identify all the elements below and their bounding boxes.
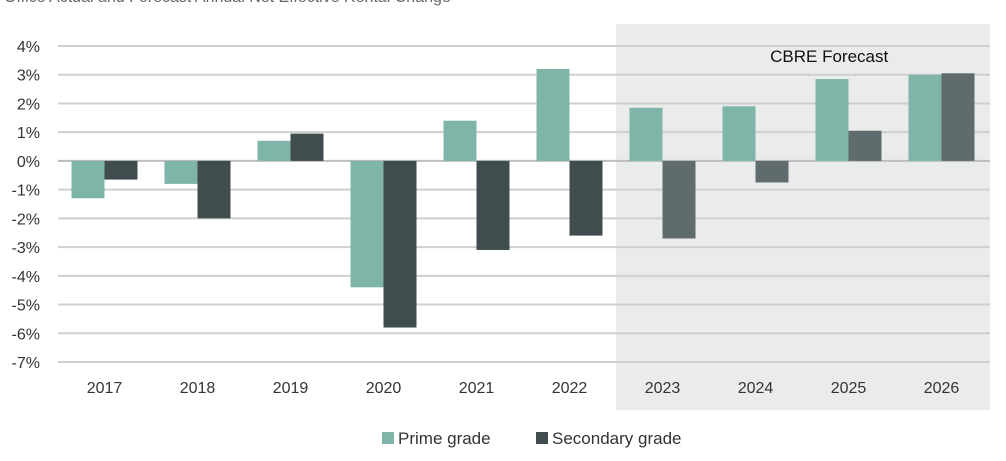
forecast-label: CBRE Forecast: [770, 47, 888, 66]
legend-item-secondary-label: Secondary grade: [552, 429, 681, 448]
x-tick-label: 2023: [645, 380, 681, 397]
legend-item-prime-label: Prime grade: [398, 429, 491, 448]
bar-prime-2021: [443, 120, 477, 161]
bar-secondary-2024: [755, 160, 789, 183]
bar-prime-2025: [815, 79, 849, 161]
legend-item-secondary-swatch: [536, 432, 548, 444]
x-tick-label: 2022: [552, 380, 588, 397]
bar-prime-2024: [722, 106, 756, 161]
x-tick-label: 2020: [366, 380, 402, 397]
x-tick-label: 2026: [924, 380, 960, 397]
y-tick-label: -2%: [12, 211, 40, 228]
y-tick-label: -5%: [12, 298, 40, 315]
bar-secondary-2023: [662, 160, 696, 239]
x-tick-label: 2025: [831, 380, 867, 397]
bar-secondary-2026: [941, 73, 975, 161]
legend-item-prime-swatch: [382, 432, 394, 444]
y-tick-label: 4%: [17, 39, 40, 56]
bar-prime-2022: [536, 68, 570, 161]
y-tick-label: 2%: [17, 96, 40, 113]
x-tick-label: 2021: [459, 380, 495, 397]
y-tick-label: -1%: [12, 183, 40, 200]
y-tick-label: -6%: [12, 326, 40, 343]
y-tick-label: 3%: [17, 68, 40, 85]
chart-title: Office Actual and Forecast Annual Net Ef…: [4, 0, 451, 6]
bar-secondary-2022: [569, 160, 603, 236]
x-tick-label: 2018: [180, 380, 216, 397]
bar-secondary-2025: [848, 130, 882, 161]
x-tick-label: 2024: [738, 380, 774, 397]
bar-secondary-2019: [290, 133, 324, 161]
y-tick-label: 1%: [17, 125, 40, 142]
bar-prime-2019: [257, 140, 291, 161]
y-tick-label: 0%: [17, 154, 40, 171]
y-tick-label: -7%: [12, 355, 40, 372]
y-tick-label: -4%: [12, 269, 40, 286]
bar-secondary-2021: [476, 160, 510, 250]
bar-prime-2018: [164, 160, 198, 184]
bar-secondary-2017: [104, 160, 138, 180]
x-tick-label: 2017: [87, 380, 123, 397]
bar-prime-2023: [629, 107, 663, 161]
bar-prime-2026: [908, 74, 942, 161]
y-tick-label: -3%: [12, 240, 40, 257]
bar-secondary-2018: [197, 160, 231, 219]
bar-prime-2020: [350, 160, 384, 288]
bar-secondary-2020: [383, 160, 417, 328]
bar-prime-2017: [71, 160, 105, 199]
x-tick-label: 2019: [273, 380, 309, 397]
